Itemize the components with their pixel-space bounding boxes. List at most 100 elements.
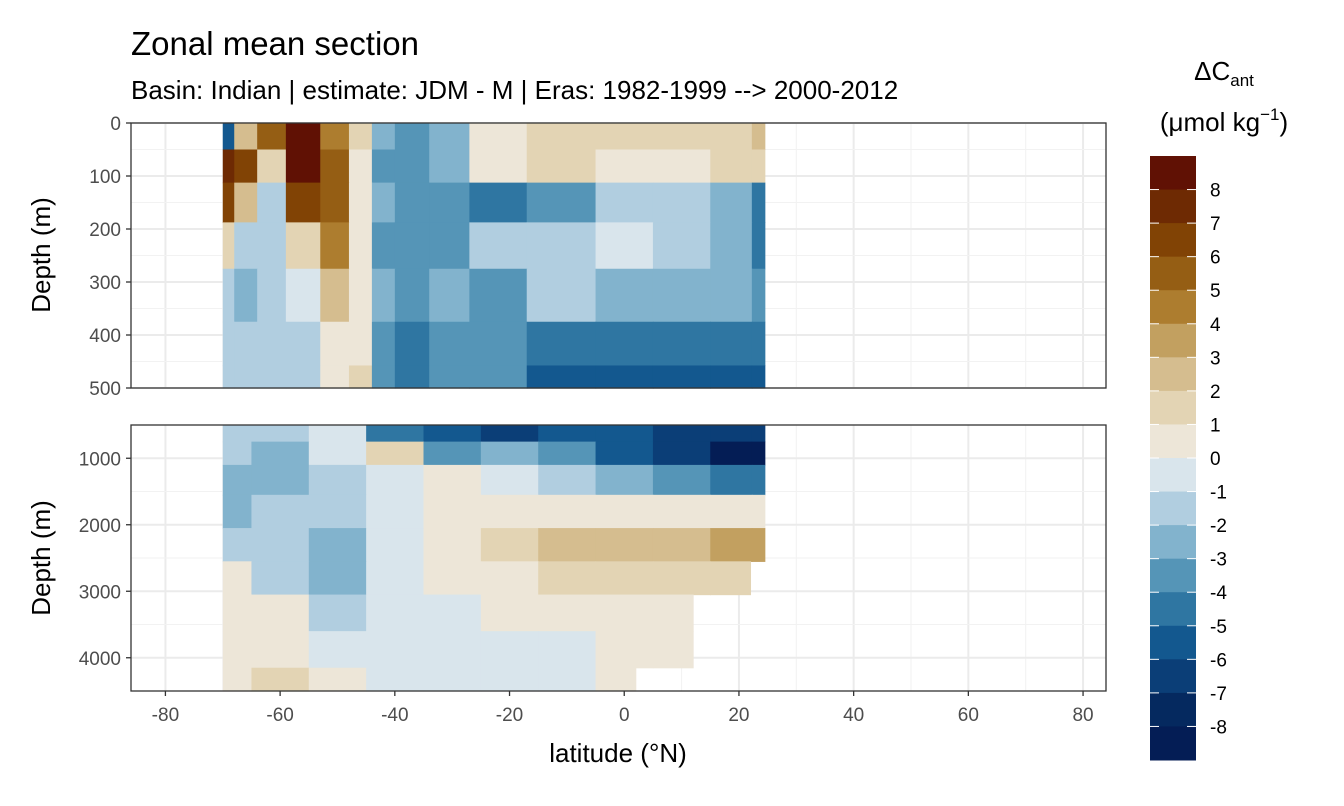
heatmap-cell [538,494,597,529]
heatmap-cell [234,123,258,151]
heatmap-cell [595,441,654,466]
heatmap-cell [257,222,287,270]
legend-unit-sup: −1 [1260,105,1279,124]
heatmap-cell [222,667,253,692]
heatmap-cell [308,631,367,669]
heatmap-cell [751,494,766,529]
heatmap-cell [423,667,482,692]
heatmap-cell [652,494,711,529]
panel-border [130,122,1107,389]
heatmap-cell [652,365,711,389]
heatmap-cell [751,123,766,151]
heatmap-cell [710,494,753,529]
heatmap-cell [308,594,367,632]
heatmap-cell [251,494,310,529]
heatmap-cell [751,464,766,496]
legend-tick-label: 1 [1210,415,1221,436]
legend-tick-label: 0 [1210,449,1221,470]
heatmap-cell [257,268,287,323]
heatmap-cell [308,667,367,692]
heatmap-cell [710,321,753,367]
heatmap-cell [348,123,373,151]
legend-unit-prefix: (μmol kg [1160,107,1260,137]
heatmap-cell [371,321,396,367]
legend-tick-label: -5 [1210,617,1227,638]
heatmap-cell [480,667,539,692]
heatmap-cell [595,268,654,323]
heatmap-cell [652,222,711,270]
panel-lower: 1000 2000 3000 4000 [79,424,1107,692]
heatmap-cell [366,631,425,669]
heatmap-cell [480,528,539,562]
heatmap-cell [751,268,766,323]
heatmap-cell [652,268,711,323]
heatmap-cell [469,365,528,389]
heatmap-cell [751,425,766,443]
heatmap-cell [652,123,711,151]
heatmap-cell [652,425,711,443]
heatmap-cell [371,268,396,323]
legend-swatch [1150,390,1196,425]
heatmap-cell [423,594,482,632]
heatmap-cell [423,528,482,562]
heatmap-cell [251,667,310,692]
y-axis-title-upper: Depth (m) [26,197,56,313]
heatmap-cell [320,182,350,223]
heatmap-cell [251,561,310,596]
heatmap-cell [710,561,752,596]
heatmap-cell [371,222,396,270]
legend-swatch [1150,458,1196,493]
legend-swatch [1150,357,1196,392]
heatmap-cell [371,182,396,223]
x-tick-label: 0 [619,705,630,726]
heatmap-cell [526,149,597,184]
heatmap-cell [595,321,654,367]
heatmap-cell [652,464,711,496]
heatmap-cell [371,365,396,389]
heatmap-cell [595,464,654,496]
heatmap-cell [751,441,766,466]
heatmap-cell [710,268,753,323]
legend-tick-label: 3 [1210,348,1221,369]
y-tick-label: 200 [89,220,121,241]
heatmap-cell [538,667,597,692]
panel-upper: 0 100 200 300 400 500 [89,114,1107,400]
heatmap-cell [320,123,350,151]
heatmap-cell [320,365,350,389]
heatmap-cell [234,365,258,389]
heatmap-cell [234,268,258,323]
x-tick-label: -80 [152,705,179,726]
heatmap-cell [371,149,396,184]
legend-tick-label: 7 [1210,214,1221,235]
heatmap-cell [429,149,470,184]
x-tick-label: 20 [728,705,749,726]
legend-tick-label: 5 [1210,281,1221,302]
heatmap-cell [423,561,482,596]
heatmap-cell [394,149,430,184]
legend-tick-label: -4 [1210,583,1227,604]
heatmap-cell [251,441,310,466]
heatmap-cell [480,594,539,632]
x-tick-label: -20 [496,705,523,726]
heatmap-cell [257,149,287,184]
heatmap-cell [257,321,287,367]
heatmap-cell [251,528,310,562]
legend-tick-label: -6 [1210,650,1227,671]
heatmap-cell [348,222,373,270]
heatmap-cell [366,561,425,596]
heatmap-cell [394,365,430,389]
x-axis: -80 -60 -40 -20 0 20 40 60 80 [152,691,1094,726]
legend-title-sub: ant [1230,71,1254,90]
heatmap-cell [710,182,753,223]
heatmap-cell [222,182,235,223]
heatmap-cell [285,149,321,184]
heatmap-cell [285,365,321,389]
heatmap-cell [222,425,253,443]
legend-swatch [1150,491,1196,526]
heatmap-cell [652,561,711,596]
heatmap-cell [526,182,597,223]
heatmap-cell [257,123,287,151]
heatmap-cell [394,321,430,367]
legend-tick-label: 2 [1210,382,1221,403]
